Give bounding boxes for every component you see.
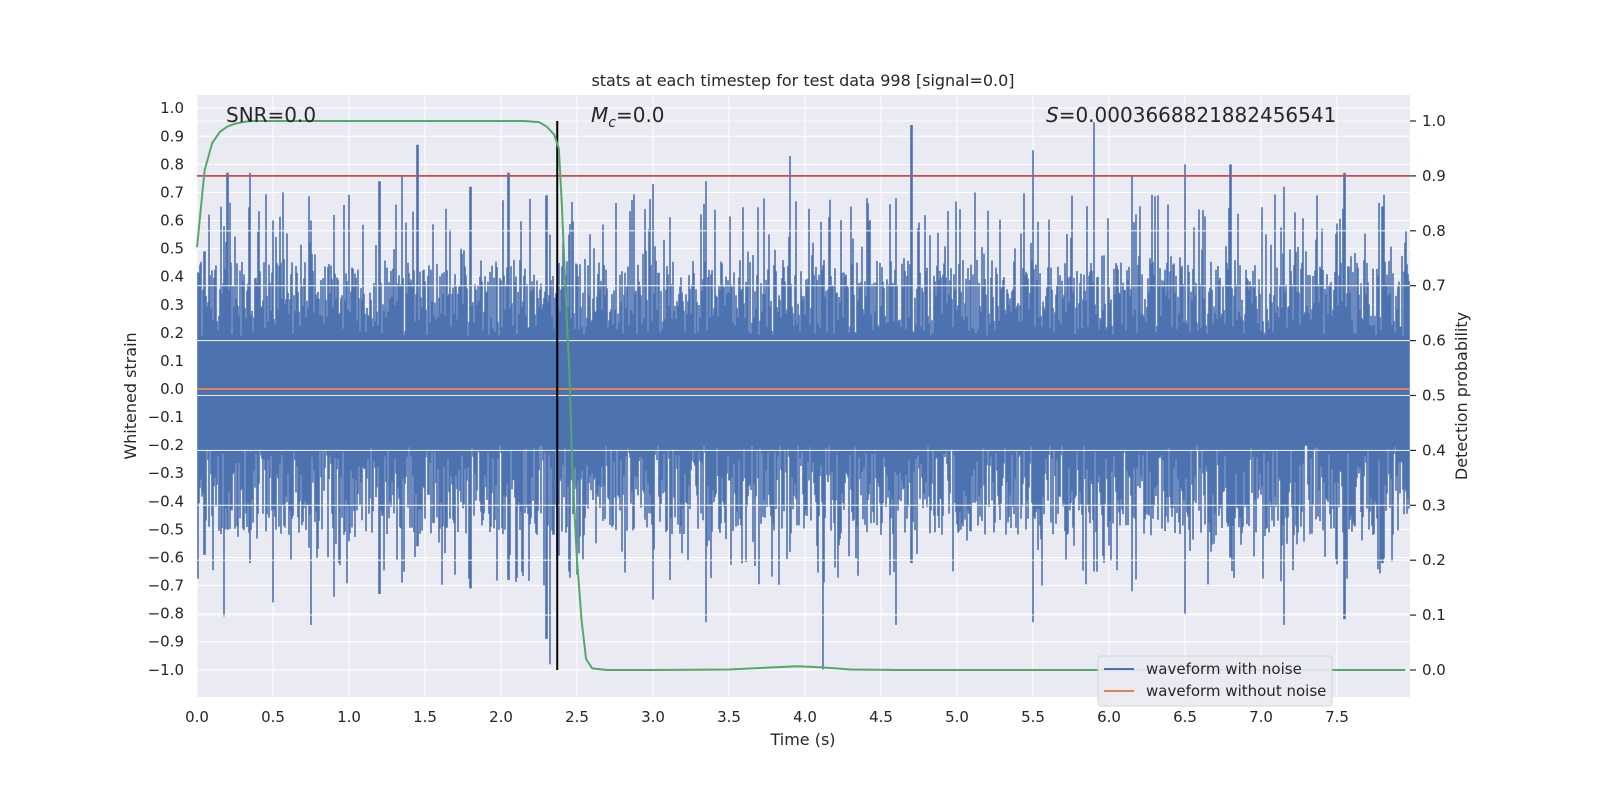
- annotation-mc-value: =0.0: [616, 103, 665, 127]
- y2-tick-label: 0.3: [1422, 496, 1446, 514]
- y2-tick-label: 0.7: [1422, 277, 1446, 295]
- x-tick-label: 3.5: [717, 708, 741, 726]
- legend: waveform with noise waveform without noi…: [1097, 655, 1333, 707]
- x-tick-label: 7.0: [1249, 708, 1273, 726]
- y-tick-label: −0.4: [148, 492, 184, 510]
- annotation-chirp-mass: Mc=0.0: [591, 103, 665, 131]
- y-tick-label: 0.3: [160, 296, 184, 314]
- x-tick-label: 1.5: [413, 708, 437, 726]
- y-tick-label: −0.2: [148, 436, 184, 454]
- y-tick-label: 1.0: [160, 99, 184, 117]
- y-tick-label: −0.5: [148, 520, 184, 538]
- x-tick-label: 3.0: [641, 708, 665, 726]
- legend-label-waveform-without-noise: waveform without noise: [1146, 682, 1326, 700]
- x-axis-ticks: 0.0 0.5 1.0 1.5 2.0 2.5 3.0 3.5 4.0 4.5 5.0 5.5 6.0 6…: [185, 708, 1349, 726]
- y2-tick-label: 0.4: [1422, 441, 1446, 459]
- y-tick-label: −0.6: [148, 548, 184, 566]
- annotation-s-symbol: S: [1046, 103, 1059, 127]
- y2-tick-label: 0.5: [1422, 387, 1446, 405]
- y2-axis-ticks: 1.0 0.9 0.8 0.7 0.6 0.5 0.4 0.3 0.2 0.1 0.0: [1410, 112, 1446, 679]
- y2-axis-label: Detection probability: [1452, 312, 1471, 480]
- y-tick-label: 0.6: [160, 212, 184, 230]
- x-tick-label: 4.5: [869, 708, 893, 726]
- y-tick-label: 0.8: [160, 155, 184, 173]
- y-tick-label: 0.9: [160, 127, 184, 145]
- x-tick-label: 4.0: [793, 708, 817, 726]
- y2-tick-label: 1.0: [1422, 112, 1446, 130]
- legend-label-waveform-with-noise: waveform with noise: [1146, 660, 1302, 678]
- series-lines: [196, 120, 1410, 671]
- x-tick-label: 6.0: [1097, 708, 1121, 726]
- y2-tick-label: 0.0: [1422, 661, 1446, 679]
- annotation-s: S=0.0003668821882456541: [1046, 103, 1336, 127]
- y-tick-label: 0.7: [160, 183, 184, 201]
- y2-tick-label: 0.1: [1422, 606, 1446, 624]
- y-tick-label: 0.4: [160, 268, 184, 286]
- x-tick-label: 1.0: [337, 708, 361, 726]
- y-tick-label: −0.8: [148, 605, 184, 623]
- chart-title: stats at each timestep for test data 998…: [591, 71, 1014, 90]
- annotation-mc-symbol: M: [591, 103, 608, 127]
- x-tick-label: 2.0: [489, 708, 513, 726]
- y-axis-label: Whitened strain: [121, 332, 140, 459]
- x-tick-label: 2.5: [565, 708, 589, 726]
- x-tick-label: 7.5: [1325, 708, 1349, 726]
- y2-tick-label: 0.9: [1422, 167, 1446, 185]
- y2-tick-label: 0.2: [1422, 551, 1446, 569]
- annotation-snr: SNR=0.0: [226, 103, 316, 127]
- legend-box: [1097, 655, 1333, 707]
- y2-tick-label: 0.6: [1422, 332, 1446, 350]
- y-tick-label: −0.1: [148, 408, 184, 426]
- y-axis-ticks: 1.0 0.9 0.8 0.7 0.6 0.5 0.4 0.3 0.2 0.1 0.0 −0.1 −0.…: [148, 99, 184, 679]
- detection-probability-line: [196, 120, 1406, 671]
- x-tick-label: 5.0: [945, 708, 969, 726]
- annotation-mc-subscript: c: [608, 115, 616, 131]
- x-tick-label: 0.5: [261, 708, 285, 726]
- y-tick-label: −0.3: [148, 464, 184, 482]
- annotation-s-value: =0.0003668821882456541: [1059, 103, 1337, 127]
- y-tick-label: −0.9: [148, 633, 184, 651]
- x-tick-label: 0.0: [185, 708, 209, 726]
- x-tick-label: 5.5: [1021, 708, 1045, 726]
- y2-tick-label: 0.8: [1422, 222, 1446, 240]
- y-tick-label: 0.0: [160, 380, 184, 398]
- y-tick-label: 0.1: [160, 352, 184, 370]
- y-tick-label: −1.0: [148, 661, 184, 679]
- x-tick-label: 6.5: [1173, 708, 1197, 726]
- waveform-dense-band: [198, 341, 1409, 446]
- y-tick-label: −0.7: [148, 577, 184, 595]
- series-waveform-with-noise: [197, 120, 1410, 671]
- x-axis-label: Time (s): [769, 730, 835, 749]
- y-tick-label: 0.5: [160, 240, 184, 258]
- y-tick-label: 0.2: [160, 324, 184, 342]
